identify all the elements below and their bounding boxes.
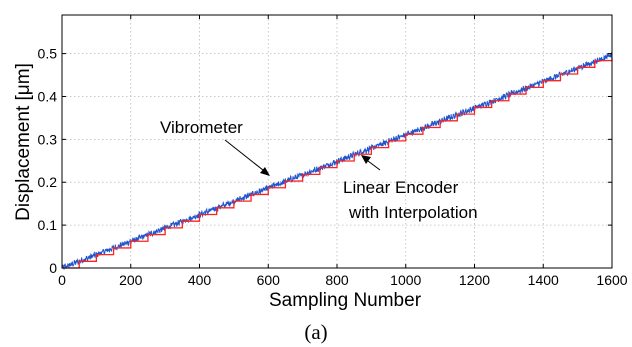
figure-caption: (a) — [304, 320, 328, 344]
encoder-series — [62, 57, 613, 269]
x-tick-label: 800 — [325, 272, 349, 288]
y-tick-label: 0.2 — [38, 174, 58, 190]
x-tick-label: 0 — [58, 272, 66, 288]
vibrometer-series — [61, 52, 613, 270]
x-tick-label: 1400 — [528, 272, 559, 288]
y-tick-label: 0.5 — [38, 46, 58, 62]
y-tick-label: 0.3 — [38, 131, 58, 147]
encoder-arrow-head — [361, 155, 371, 164]
y-tick-label: 0.4 — [38, 88, 58, 104]
vibrometer-arrow-head — [260, 167, 270, 176]
plot-frame — [61, 14, 613, 269]
vibrometer-annotation: Vibrometer — [160, 118, 243, 137]
x-tick-label: 1200 — [459, 272, 490, 288]
y-axis-label: Displacement [μm] — [13, 63, 34, 221]
encoder-annotation-line1: Linear Encoder — [343, 178, 459, 197]
vibrometer-arrow — [224, 139, 269, 175]
y-tick-label: 0 — [49, 260, 57, 276]
x-tick-label: 1600 — [596, 272, 627, 288]
x-axis-label: Sampling Number — [269, 290, 422, 311]
x-tick-label: 1000 — [390, 272, 421, 288]
ticks: 0 200 400 600 800 1000 1200 1400 1600 0 0.1 0.2 0.3 0… — [38, 15, 628, 288]
series-layer — [61, 52, 613, 270]
y-tick-label: 0.1 — [38, 217, 58, 233]
x-tick-label: 200 — [119, 272, 143, 288]
encoder-annotation-line2: with Interpolation — [348, 203, 478, 222]
x-tick-label: 400 — [188, 272, 212, 288]
grid — [62, 15, 612, 268]
x-tick-label: 600 — [257, 272, 281, 288]
